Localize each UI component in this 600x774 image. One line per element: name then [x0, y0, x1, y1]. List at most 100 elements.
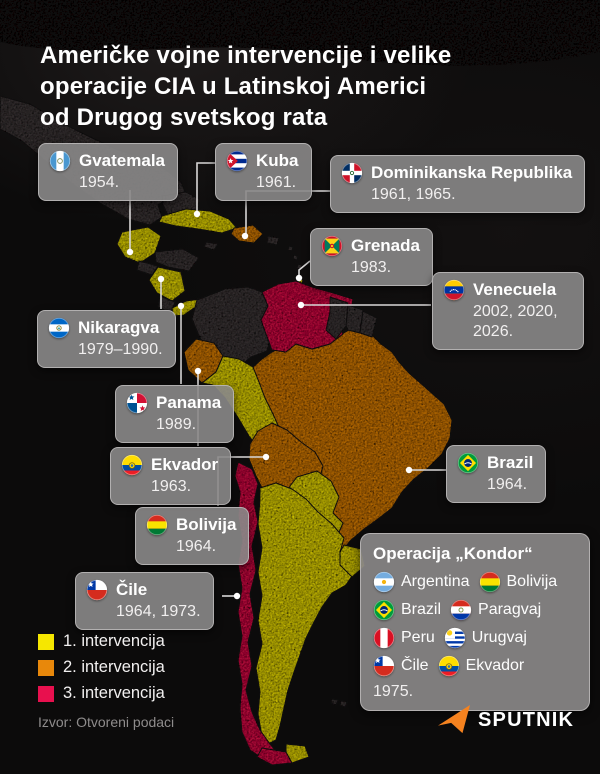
map-country-gvajana [325, 296, 349, 340]
kondor-panel: Operacija „Kondor“ Argentina Bolivija Braz… [360, 533, 590, 711]
leader-dot-dominikanska [241, 232, 249, 240]
source-text: Izvor: Otvoreni podaci [38, 714, 175, 730]
flag-kondor-py-icon [450, 599, 472, 621]
leader-dot-kuba [193, 210, 201, 218]
country-label-cile: Čile 1964, 1973. [75, 572, 214, 630]
legend-swatch [38, 659, 54, 676]
country-label-grenada: Grenada 1983. [310, 228, 433, 286]
kondor-row: Čile Ekvador [373, 655, 577, 677]
country-label-dominikanska: Dominikanska Republika 1961, 1965. [330, 155, 586, 213]
kondor-country: Brazil [373, 599, 441, 621]
page-title: Američke vojne intervencije i velike ope… [40, 40, 560, 133]
map-country-puertorico [266, 235, 280, 246]
map-country-nikaragva [148, 266, 186, 302]
legend-label: 1. intervencija [63, 632, 165, 650]
map-country-surinam [345, 304, 364, 334]
country-label-nikaragva: Nikaragva 1979–1990. [37, 310, 176, 368]
kondor-country-name: Paragvaj [478, 601, 542, 618]
map-country-na-faint [0, 0, 600, 66]
sputnik-logo-text: SPUTNIK [478, 708, 575, 731]
title-line: Američke vojne intervencije i velike [40, 42, 452, 69]
flag-kuba-icon [226, 150, 248, 172]
legend-item: 1. intervencija [38, 632, 165, 651]
country-label-gvatemala: Gvatemala 1954. [38, 143, 178, 201]
kondor-row: Peru Urugvaj [373, 627, 577, 649]
country-name: Ekvador [151, 455, 219, 474]
kondor-country-name: Čile [401, 657, 429, 674]
title-line: operacije CIA u Latinskoj Americi [40, 73, 427, 100]
map-country-argentina [255, 482, 353, 745]
country-name: Brazil [487, 453, 534, 472]
flag-venecuela-icon [443, 279, 465, 301]
flag-nikaragva-icon [48, 317, 70, 339]
kondor-country-name: Ekvador [465, 657, 525, 674]
flag-panama-icon [126, 392, 148, 414]
intervention-years: 2002, 2020, 2026. [473, 303, 558, 340]
map-country-kuba [158, 208, 238, 234]
map-country-honduras [154, 248, 200, 272]
kondor-country: Peru [373, 627, 435, 649]
flag-kondor-bo-icon [479, 571, 501, 593]
leader-dot-bolivija [262, 453, 270, 461]
kondor-country-name: Argentina [401, 573, 470, 590]
map-country-falkland2 [339, 700, 348, 708]
leader-dot-gvatemala [126, 248, 134, 256]
country-label-kuba: Kuba 1961. [215, 143, 312, 201]
map-country-tdf-cile [256, 747, 293, 766]
kondor-title: Operacija „Kondor“ [373, 544, 533, 563]
map-country-frgvajana [359, 310, 378, 338]
kondor-country: Bolivija [479, 571, 558, 593]
flag-kondor-uy-icon [444, 627, 466, 649]
kondor-country-name: Urugvaj [471, 629, 527, 646]
intervention-years: 1963. [151, 478, 192, 495]
flag-kondor-cl-icon [373, 655, 395, 677]
flag-kondor-pe-icon [373, 627, 395, 649]
intervention-years: 1989. [156, 416, 197, 433]
intervention-years: 1964, 1973. [116, 603, 201, 620]
kondor-country: Čile [373, 655, 429, 677]
leader-dot-venecuela [297, 301, 305, 309]
title-line: od Drugog svetskog rata [40, 104, 328, 131]
country-name: Kuba [256, 151, 299, 170]
map-country-falkland1 [330, 698, 339, 706]
map-country-ant2 [292, 254, 299, 261]
leader-line-kuba [196, 162, 215, 212]
intervention-years: 1983. [351, 259, 392, 276]
map-country-tdf-argentina [285, 743, 310, 764]
intervention-years: 1961. [256, 174, 297, 191]
kondor-year: 1975. [373, 683, 414, 700]
country-name: Nikaragva [78, 318, 160, 337]
country-label-bolivija: Bolivija 1964. [135, 507, 250, 565]
sputnik-logo: SPUTNIK [437, 704, 574, 736]
kondor-country-name: Bolivija [506, 573, 558, 590]
flag-cile-icon [86, 579, 108, 601]
leader-dot-brazil [405, 466, 413, 474]
country-label-brazil: Brazil 1964. [446, 445, 547, 503]
country-name: Gvatemala [79, 151, 165, 170]
leader-dot-cile [233, 592, 241, 600]
country-label-venecuela: Venecuela 2002, 2020, 2026. [432, 272, 584, 350]
map-country-jamaica [203, 241, 219, 251]
map-legend: 1. intervencija 2. intervencija 3. interve… [38, 632, 165, 710]
flag-bolivija-icon [146, 514, 168, 536]
country-name: Venecuela [473, 280, 557, 299]
legend-swatch [38, 685, 54, 702]
flag-ekvador-icon [121, 454, 143, 476]
map-country-gvatemala [116, 226, 162, 264]
kondor-country-name: Peru [401, 629, 435, 646]
leader-dot-nikaragva [157, 275, 165, 283]
kondor-country-name: Brazil [401, 601, 442, 618]
country-name: Dominikanska Republika [371, 163, 573, 182]
leader-line-grenada [298, 260, 311, 276]
intervention-years: 1954. [79, 174, 120, 191]
country-name: Bolivija [176, 515, 237, 534]
country-label-panama: Panama 1989. [115, 385, 235, 443]
legend-label: 3. intervencija [63, 684, 165, 702]
kondor-row: Argentina Bolivija [373, 571, 577, 593]
sputnik-arrow-icon [438, 704, 470, 734]
leader-dot-grenada [295, 274, 303, 282]
kondor-row: Brazil Paragvaj [373, 599, 577, 621]
flag-brazil-icon [457, 452, 479, 474]
flag-gvatemala-icon [49, 150, 71, 172]
